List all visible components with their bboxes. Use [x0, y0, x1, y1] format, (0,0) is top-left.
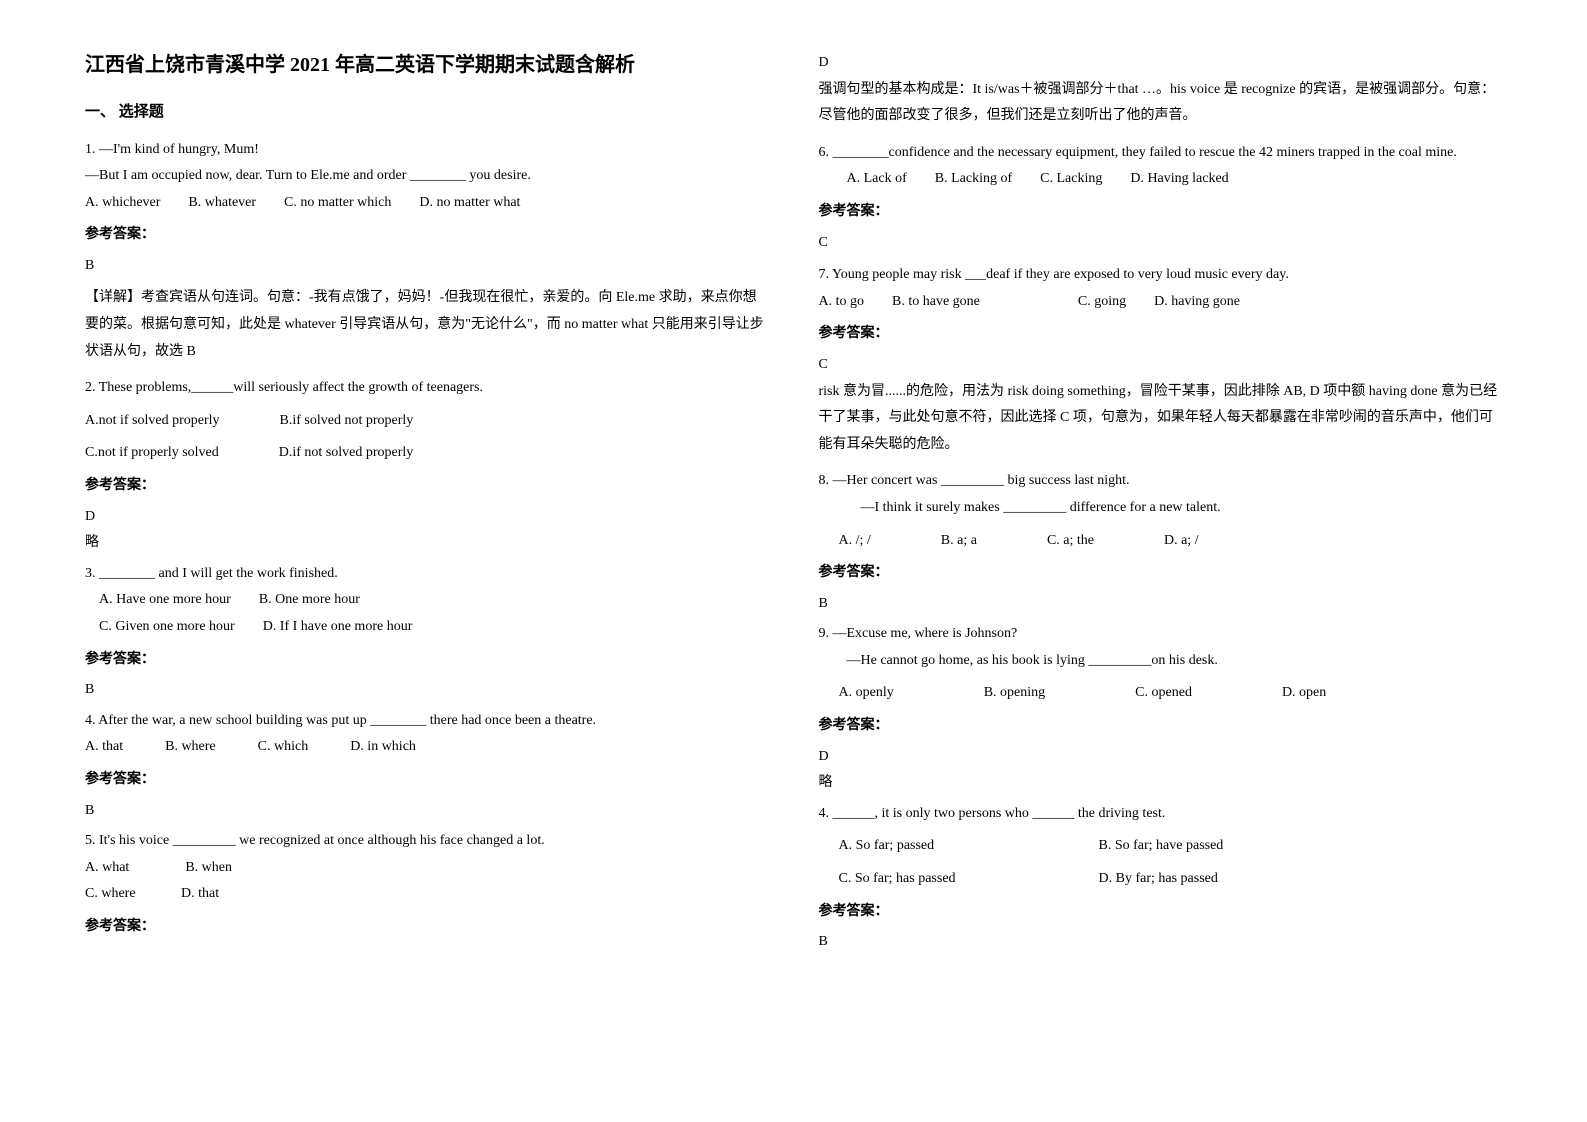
- q1-explanation: 【详解】考查宾语从句连词。句意：-我有点饿了，妈妈！-但我现在很忙，亲爱的。向 …: [85, 285, 769, 365]
- q3-optsAB: A. Have one more hour B. One more hour: [85, 587, 769, 614]
- question-10: 4. ______, it is only two persons who __…: [819, 801, 1503, 956]
- q5-optsAB: A. what B. when: [85, 855, 769, 882]
- q5-line1: 5. It's his voice _________ we recognize…: [85, 828, 769, 855]
- q10-optA: A. So far; passed: [839, 833, 1039, 860]
- q6-line1: 6. ________confidence and the necessary …: [819, 140, 1503, 167]
- q9-answer: D: [819, 744, 1503, 771]
- q10-optB: B. So far; have passed: [1099, 833, 1224, 860]
- q1-answer-label: 参考答案：: [85, 222, 769, 249]
- q9-answer-label: 参考答案：: [819, 713, 1503, 740]
- q2-line1: 2. These problems,______will seriously a…: [85, 375, 769, 402]
- q4-options: A. that B. where C. which D. in which: [85, 734, 769, 761]
- q5-answer-label: 参考答案：: [85, 914, 769, 941]
- q6-answer-label: 参考答案：: [819, 199, 1503, 226]
- q10-line1: 4. ______, it is only two persons who __…: [819, 801, 1503, 828]
- question-5: 5. It's his voice _________ we recognize…: [85, 828, 769, 940]
- q8-line1: 8. —Her concert was _________ big succes…: [819, 468, 1503, 495]
- q8-line2: —I think it surely makes _________ diffe…: [819, 495, 1503, 522]
- q2-optC: C.not if properly solved: [85, 440, 219, 467]
- q2-optA: A.not if solved properly: [85, 408, 220, 435]
- question-7: 7. Young people may risk ___deaf if they…: [819, 262, 1503, 458]
- q1-line1: 1. —I'm kind of hungry, Mum!: [85, 137, 769, 164]
- q9-optA: A. openly: [839, 680, 894, 707]
- q6-options: A. Lack of B. Lacking of C. Lacking D. H…: [819, 166, 1503, 193]
- question-6: 6. ________confidence and the necessary …: [819, 140, 1503, 256]
- left-column: 江西省上饶市青溪中学 2021 年高二英语下学期期末试题含解析 一、 选择题 1…: [60, 50, 794, 1072]
- q9-optB: B. opening: [984, 680, 1045, 707]
- q7-explanation: risk 意为冒......的危险，用法为 risk doing somethi…: [819, 379, 1503, 459]
- q8-optC: C. a; the: [1047, 528, 1094, 555]
- q3-answer: B: [85, 677, 769, 704]
- q9-optC: C. opened: [1135, 680, 1192, 707]
- q2-answer: D: [85, 504, 769, 531]
- section-header: 一、 选择题: [85, 98, 769, 127]
- q6-answer: C: [819, 230, 1503, 257]
- q1-line2: —But I am occupied now, dear. Turn to El…: [85, 163, 769, 190]
- q8-optB: B. a; a: [941, 528, 977, 555]
- q4-line1: 4. After the war, a new school building …: [85, 708, 769, 735]
- q9-line2: —He cannot go home, as his book is lying…: [819, 648, 1503, 675]
- q8-answer-label: 参考答案：: [819, 560, 1503, 587]
- right-column: D 强调句型的基本构成是：It is/was＋被强调部分＋that …。his …: [794, 50, 1528, 1072]
- q9-line1: 9. —Excuse me, where is Johnson?: [819, 621, 1503, 648]
- q10-answer-label: 参考答案：: [819, 899, 1503, 926]
- question-2: 2. These problems,______will seriously a…: [85, 375, 769, 557]
- q8-optD: D. a; /: [1164, 528, 1199, 555]
- q10-optC: C. So far; has passed: [839, 866, 1039, 893]
- question-3: 3. ________ and I will get the work fini…: [85, 561, 769, 704]
- q8-answer: B: [819, 591, 1503, 618]
- q2-optD: D.if not solved properly: [279, 440, 414, 467]
- q7-answer-label: 参考答案：: [819, 321, 1503, 348]
- q10-optD: D. By far; has passed: [1099, 866, 1218, 893]
- q7-options: A. to go B. to have gone C. going D. hav…: [819, 289, 1503, 316]
- q2-explain: 略: [85, 530, 769, 557]
- q7-answer: C: [819, 352, 1503, 379]
- question-1: 1. —I'm kind of hungry, Mum! —But I am o…: [85, 137, 769, 366]
- q3-answer-label: 参考答案：: [85, 647, 769, 674]
- q8-optA: A. /; /: [839, 528, 871, 555]
- q1-options: A. whichever B. whatever C. no matter wh…: [85, 190, 769, 217]
- q1-answer: B: [85, 253, 769, 280]
- q10-answer: B: [819, 929, 1503, 956]
- q4-answer: B: [85, 798, 769, 825]
- q5-explanation: 强调句型的基本构成是：It is/was＋被强调部分＋that …。his vo…: [819, 77, 1503, 130]
- q7-line1: 7. Young people may risk ___deaf if they…: [819, 262, 1503, 289]
- q5-optsCD: C. where D. that: [85, 881, 769, 908]
- document-title: 江西省上饶市青溪中学 2021 年高二英语下学期期末试题含解析: [85, 50, 769, 80]
- q9-explain: 略: [819, 770, 1503, 797]
- q3-line1: 3. ________ and I will get the work fini…: [85, 561, 769, 588]
- question-8: 8. —Her concert was _________ big succes…: [819, 468, 1503, 617]
- q2-answer-label: 参考答案：: [85, 473, 769, 500]
- q3-optsCD: C. Given one more hour D. If I have one …: [85, 614, 769, 641]
- q4-answer-label: 参考答案：: [85, 767, 769, 794]
- question-4: 4. After the war, a new school building …: [85, 708, 769, 824]
- q5-answer: D: [819, 50, 1503, 77]
- q9-optD: D. open: [1282, 680, 1326, 707]
- q2-optB: B.if solved not properly: [280, 408, 414, 435]
- question-9: 9. —Excuse me, where is Johnson? —He can…: [819, 621, 1503, 797]
